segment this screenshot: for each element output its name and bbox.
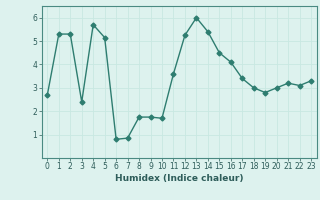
X-axis label: Humidex (Indice chaleur): Humidex (Indice chaleur) [115, 174, 244, 183]
